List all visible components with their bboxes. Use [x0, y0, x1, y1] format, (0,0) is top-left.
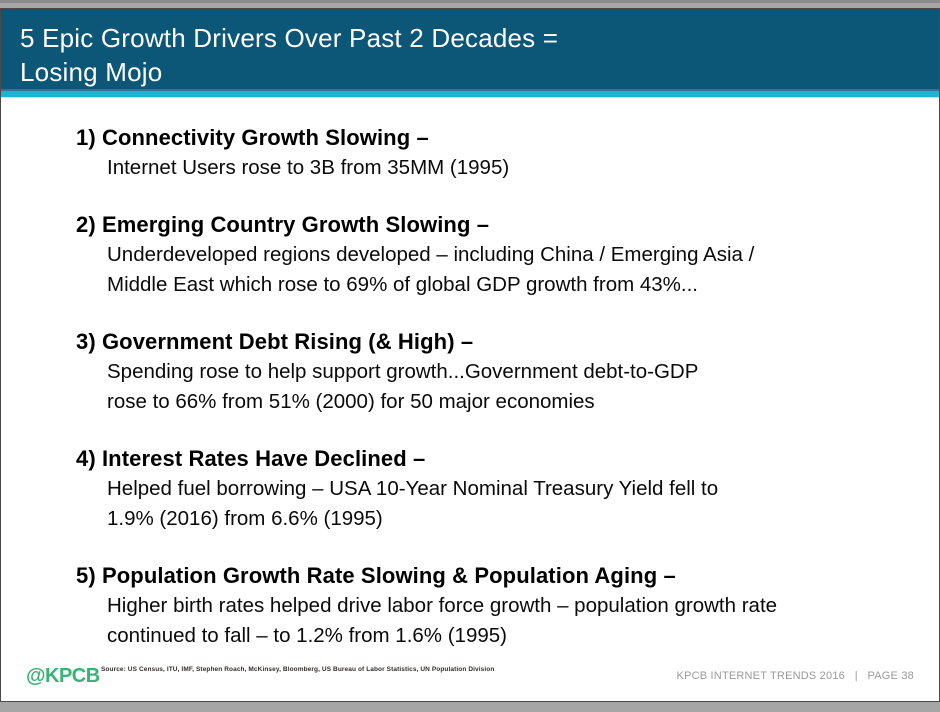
kpcb-logo: @KPCB: [26, 665, 100, 687]
item-4-heading: 4) Interest Rates Have Declined –: [76, 446, 426, 471]
item-5-line-1: Higher birth rates helped drive labor fo…: [107, 594, 778, 617]
item-3-line-2: rose to 66% from 51% (2000) for 50 major…: [107, 390, 595, 413]
item-2-line-2: Middle East which rose to 69% of global …: [107, 273, 698, 296]
item-2-line-1: Underdeveloped regions developed – inclu…: [107, 243, 755, 266]
window-frame-top: [0, 0, 940, 3]
item-5-heading: 5) Population Growth Rate Slowing & Popu…: [76, 563, 676, 588]
item-2-heading: 2) Emerging Country Growth Slowing –: [76, 212, 490, 237]
item-3-heading: 3) Government Debt Rising (& High) –: [76, 329, 474, 354]
slide-body: 1) Connectivity Growth Slowing – Interne…: [1, 98, 939, 651]
slide: 5 Epic Growth Drivers Over Past 2 Decade…: [0, 8, 940, 702]
item-5-line-2: continued to fall – to 1.2% from 1.6% (1…: [107, 624, 507, 647]
slide-header: 5 Epic Growth Drivers Over Past 2 Decade…: [1, 9, 939, 91]
footer-page-info: KPCB INTERNET TRENDS 2016 | PAGE 38: [676, 670, 914, 682]
slide-title: 5 Epic Growth Drivers Over Past 2 Decade…: [20, 21, 919, 89]
title-line-1: 5 Epic Growth Drivers Over Past 2 Decade…: [20, 23, 559, 53]
item-1-heading: 1) Connectivity Growth Slowing –: [76, 125, 429, 150]
item-3-line-1: Spending rose to help support growth...G…: [107, 360, 699, 383]
source-note: Source: US Census, ITU, IMF, Stephen Roa…: [101, 666, 495, 673]
item-4-line-1: Helped fuel borrowing – USA 10-Year Nomi…: [107, 477, 719, 500]
growth-driver-item-5: 5) Population Growth Rate Slowing & Popu…: [76, 561, 911, 651]
growth-driver-item-2: 2) Emerging Country Growth Slowing – Und…: [76, 210, 911, 300]
growth-driver-item-3: 3) Government Debt Rising (& High) – Spe…: [76, 327, 911, 417]
item-1-line-1: Internet Users rose to 3B from 35MM (199…: [107, 156, 510, 179]
growth-driver-item-4: 4) Interest Rates Have Declined – Helped…: [76, 444, 911, 534]
growth-driver-item-1: 1) Connectivity Growth Slowing – Interne…: [76, 123, 911, 183]
item-4-line-2: 1.9% (2016) from 6.6% (1995): [107, 507, 383, 530]
accent-bar: [1, 91, 939, 98]
title-line-2: Losing Mojo: [20, 57, 163, 87]
